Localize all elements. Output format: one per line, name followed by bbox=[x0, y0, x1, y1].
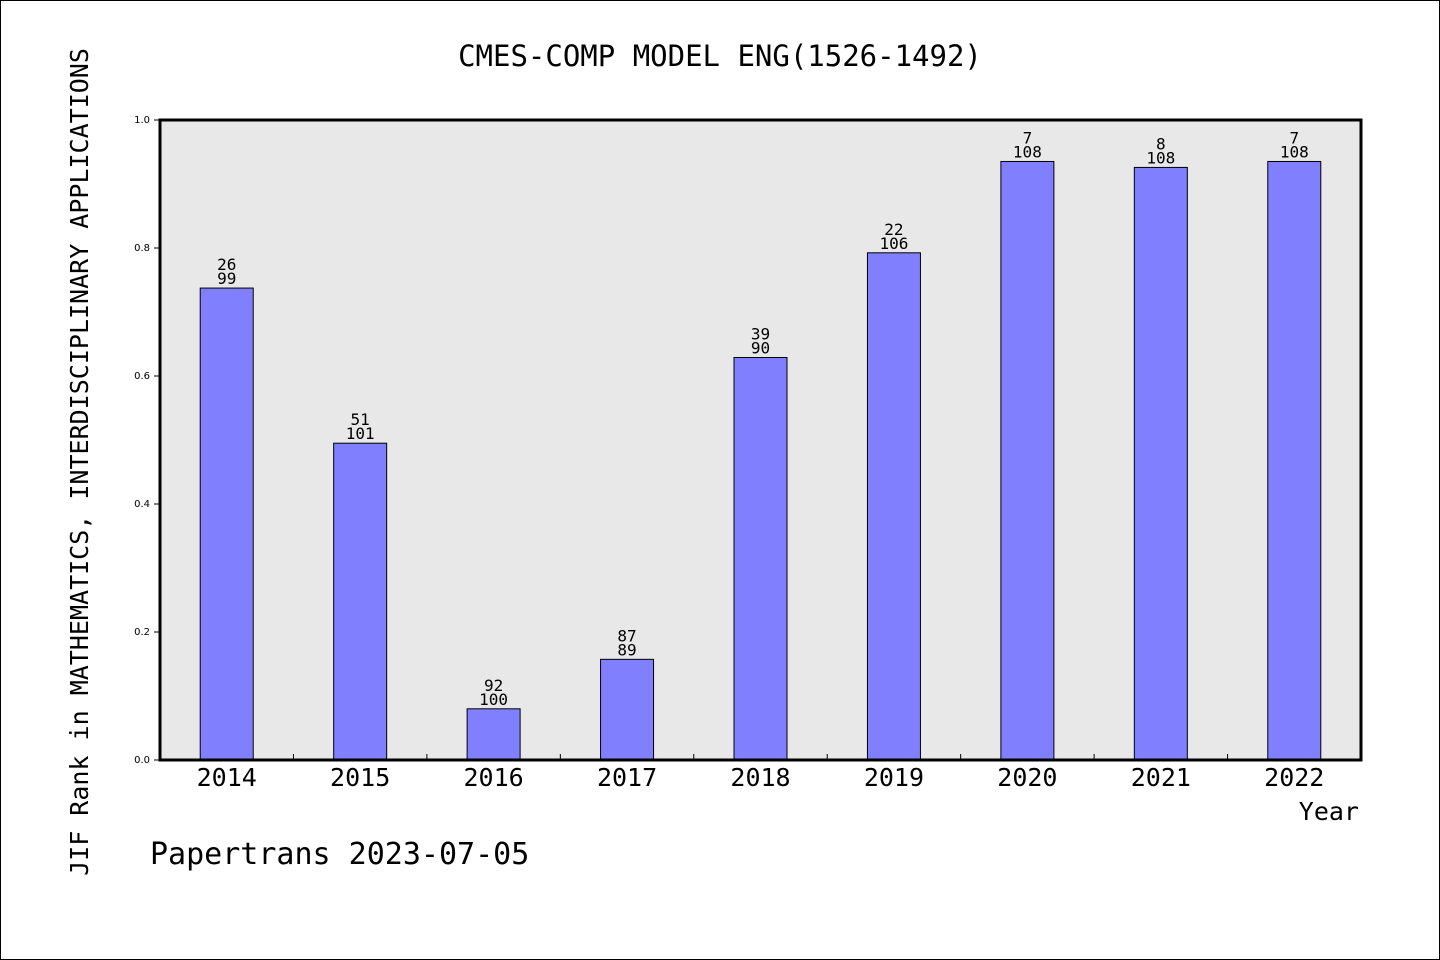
rank-label: 7 bbox=[1023, 128, 1033, 147]
total-label: 101 bbox=[346, 424, 375, 443]
x-axis: 2014 2015 2016 2017 2018 2019 2020 2021 2022 bbox=[197, 754, 1324, 792]
total-label: 90 bbox=[751, 339, 770, 358]
rank-label: 39 bbox=[751, 325, 770, 344]
x-tick-label: 2017 bbox=[597, 763, 657, 792]
credit-text: Papertrans 2023-07-05 bbox=[150, 837, 529, 872]
total-label: 108 bbox=[1146, 148, 1175, 167]
rank-label: 92 bbox=[484, 676, 503, 695]
total-label: 106 bbox=[879, 234, 908, 253]
rank-label: 26 bbox=[217, 255, 236, 274]
total-label: 108 bbox=[1013, 142, 1042, 161]
x-tick-label: 2020 bbox=[997, 763, 1057, 792]
bars-group bbox=[199, 160, 1322, 761]
plot-border bbox=[158, 118, 1363, 762]
x-tick-label: 2022 bbox=[1264, 763, 1324, 792]
x-tick-label: 2018 bbox=[730, 763, 790, 792]
total-label: 89 bbox=[617, 640, 636, 659]
bar-2021 bbox=[1133, 166, 1188, 761]
x-tick-label: 2016 bbox=[464, 763, 524, 792]
y-axis-label: JIF Rank in MATHEMATICS, INTERDISCIPLINA… bbox=[65, 48, 94, 876]
bar-2016 bbox=[466, 708, 521, 761]
y-tick-label: 0.2 bbox=[134, 627, 150, 638]
bar-2019 bbox=[866, 252, 921, 761]
x-tick-label: 2019 bbox=[864, 763, 924, 792]
total-label: 108 bbox=[1280, 142, 1309, 161]
x-tick-label: 2021 bbox=[1131, 763, 1191, 792]
y-tick-label: 0.6 bbox=[134, 371, 150, 382]
x-tick-label: 2015 bbox=[330, 763, 390, 792]
y-tick-label: 0.8 bbox=[134, 243, 150, 254]
rank-label: 87 bbox=[617, 626, 636, 645]
rank-label: 8 bbox=[1156, 134, 1166, 153]
y-tick-label: 0.4 bbox=[134, 499, 150, 510]
rank-label: 51 bbox=[351, 410, 370, 429]
y-tick-label: 0.0 bbox=[134, 755, 150, 766]
x-axis-label: Year bbox=[1299, 797, 1359, 826]
bar-2014 bbox=[199, 287, 254, 761]
bar-2018 bbox=[733, 357, 788, 761]
y-tick-label: 1.0 bbox=[134, 115, 150, 126]
bar-2017 bbox=[600, 658, 655, 761]
rank-label: 22 bbox=[884, 220, 903, 239]
bar-2020 bbox=[1000, 160, 1055, 761]
total-label: 99 bbox=[217, 269, 236, 288]
x-tick-label: 2014 bbox=[197, 763, 257, 792]
bar-2022 bbox=[1267, 160, 1322, 761]
y-axis: 0.0 0.2 0.4 0.6 0.8 1.0 bbox=[134, 115, 160, 766]
chart-title: CMES-COMP MODEL ENG(1526-1492) bbox=[458, 39, 982, 73]
total-label: 100 bbox=[479, 690, 508, 709]
bar-2015 bbox=[333, 442, 388, 761]
rank-label: 7 bbox=[1289, 128, 1299, 147]
